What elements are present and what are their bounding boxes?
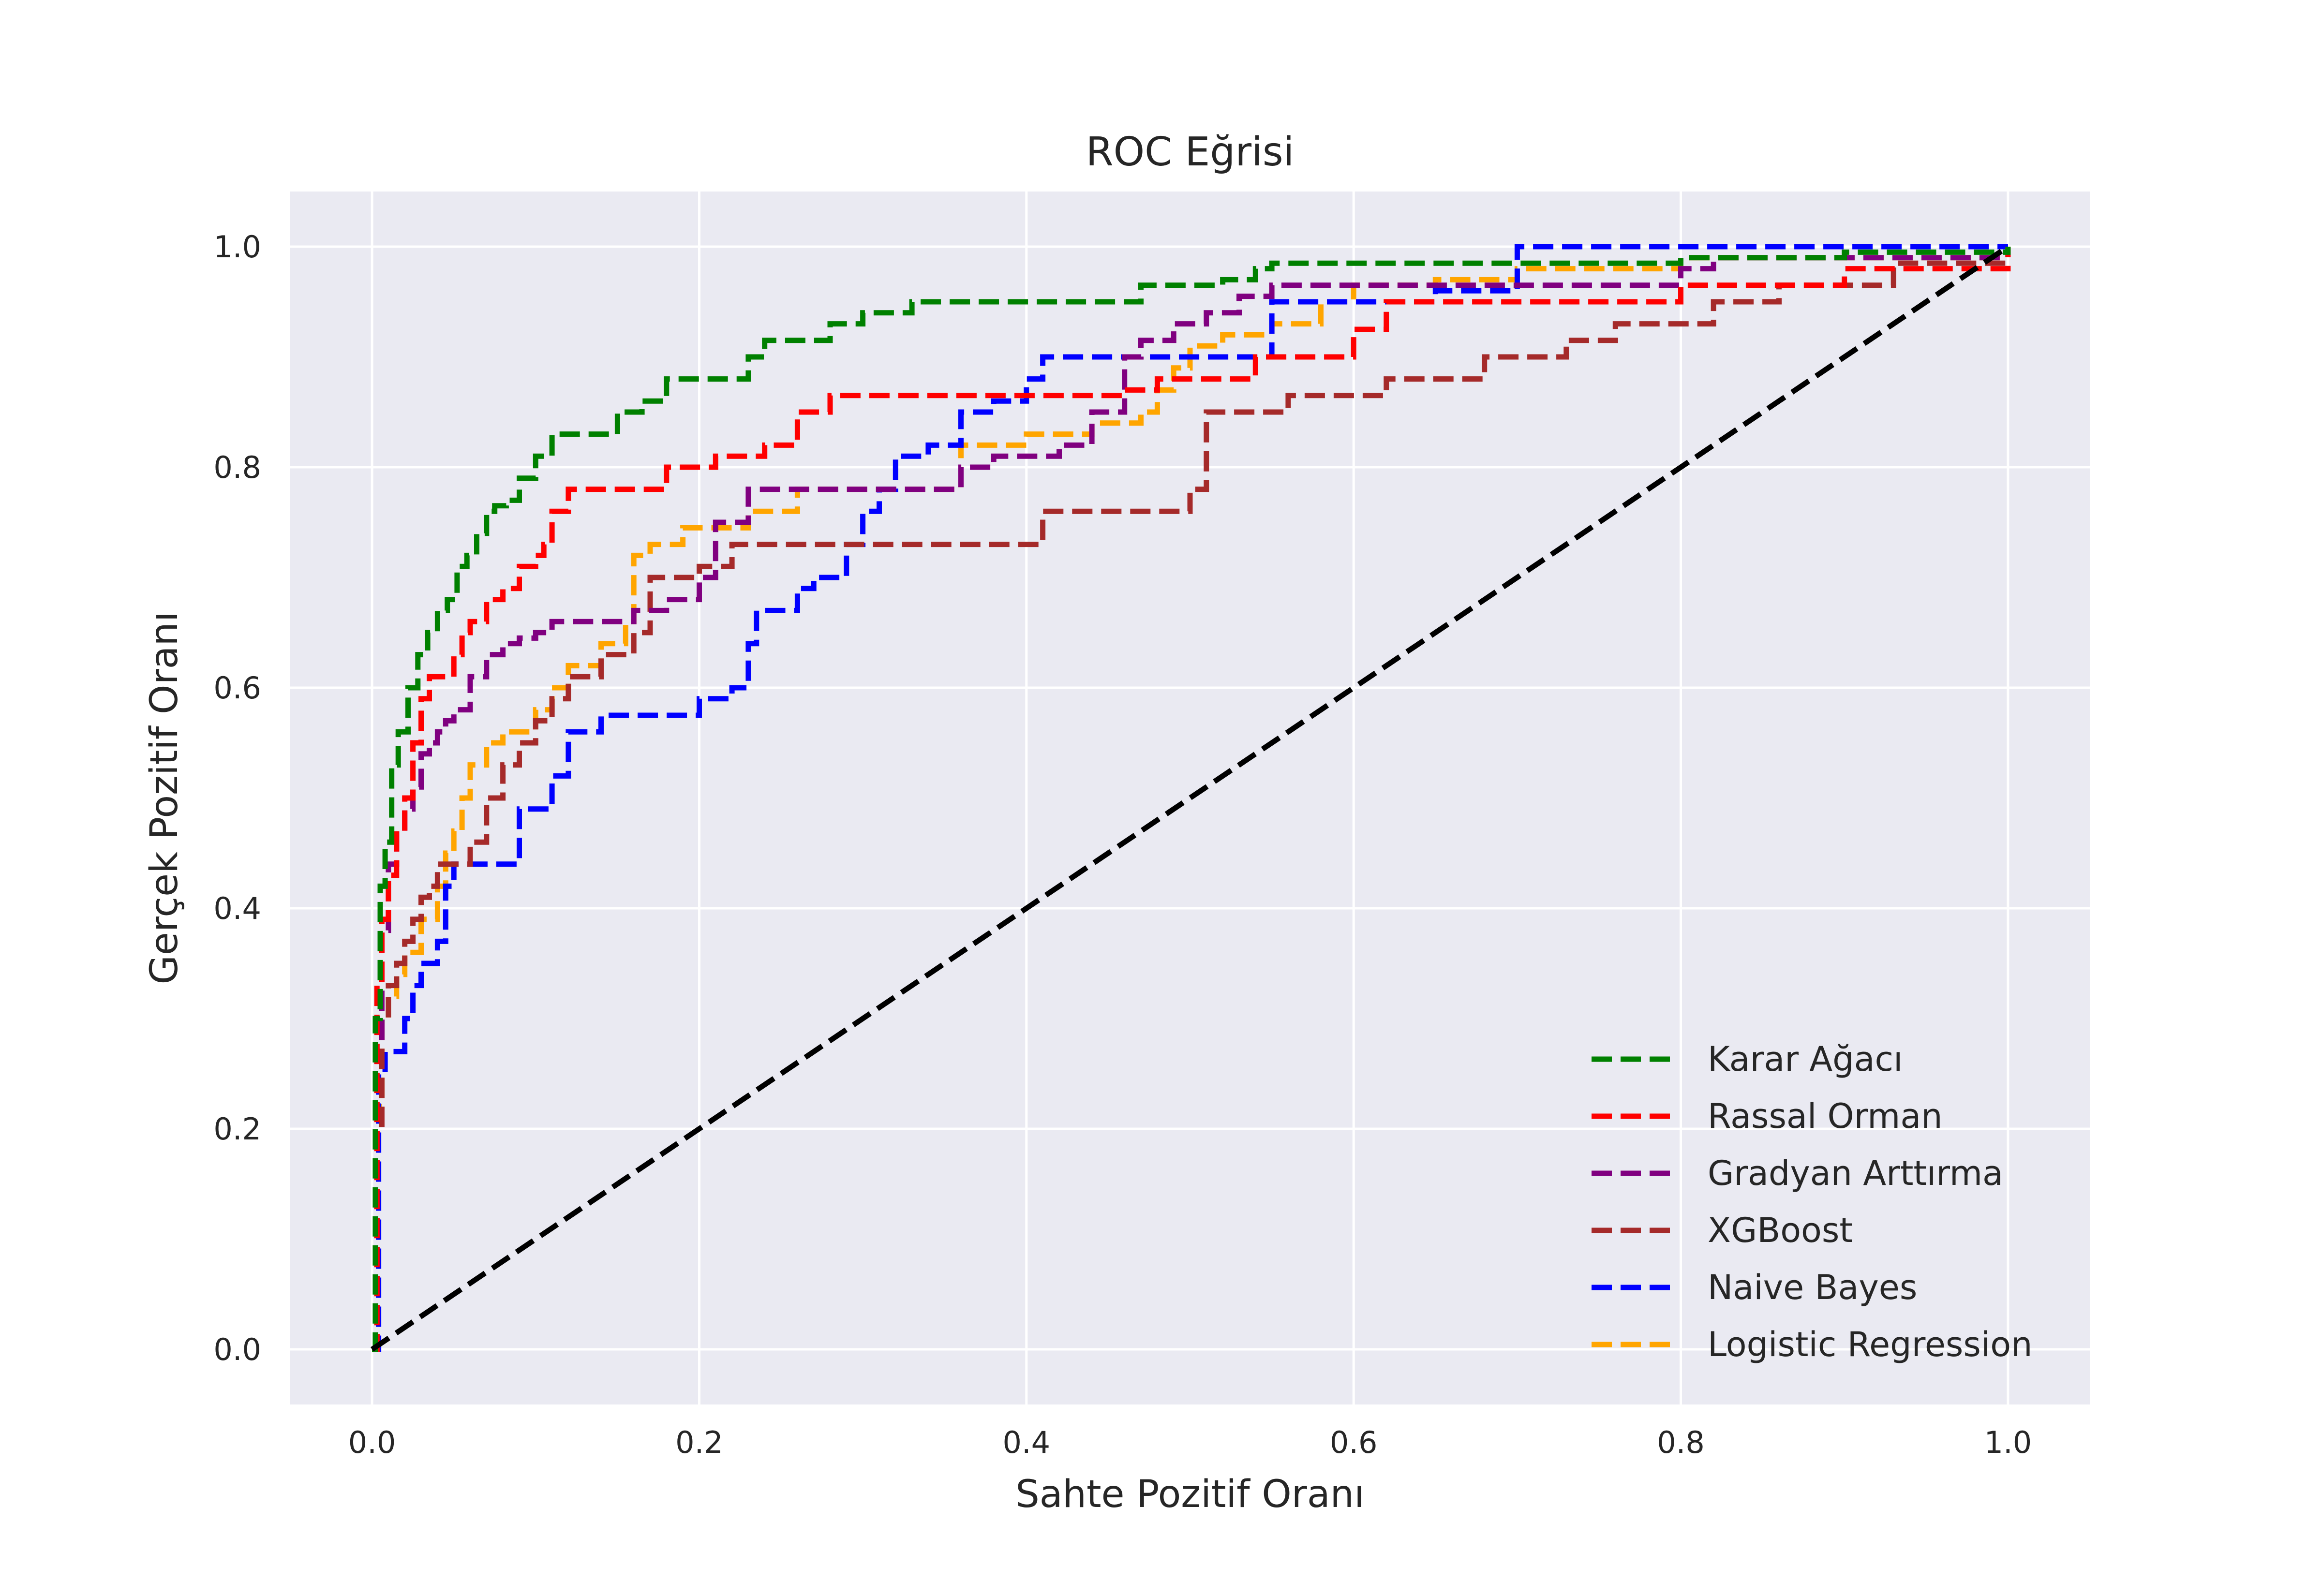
tick-labels: 0.0 0.2 0.4 0.6 0.8 1.0 0.0 0.2 0.4 0.6 0.8 1.0 <box>213 229 2032 1460</box>
legend-label-karar-agaci: Karar Ağacı <box>1708 1039 1903 1079</box>
x-tick-label: 1.0 <box>1984 1425 2032 1460</box>
x-tick-label: 0.6 <box>1330 1425 1378 1460</box>
y-tick-label: 0.8 <box>213 450 261 485</box>
series-layer <box>371 244 2011 1352</box>
legend-label-rassal-orman: Rassal Orman <box>1708 1096 1943 1136</box>
series-line-logistic-regression <box>372 247 2011 1352</box>
y-tick-label: 0.2 <box>213 1111 261 1147</box>
series-line-rassal-orman <box>372 247 2011 1352</box>
series-line-gradyan-arttirma <box>372 247 2011 1352</box>
series-line-naive-bayes <box>372 244 2008 1352</box>
legend-label-gradyan-arttirma: Gradyan Arttırma <box>1708 1153 2003 1193</box>
legend-label-naive-bayes: Naive Bayes <box>1708 1268 1917 1307</box>
x-tick-label: 0.8 <box>1657 1425 1705 1460</box>
x-tick-label: 0.0 <box>348 1425 396 1460</box>
series-line-xgboost <box>372 247 2011 1352</box>
y-tick-label: 0.6 <box>213 670 261 706</box>
x-tick-label: 0.4 <box>1003 1425 1051 1460</box>
x-tick-label: 0.2 <box>675 1425 723 1460</box>
chart-title: ROC Eğrisi <box>1086 129 1295 175</box>
legend-label-xgboost: XGBoost <box>1708 1211 1853 1250</box>
legend-label-logistic-regression: Logistic Regression <box>1708 1325 2032 1364</box>
y-tick-label: 1.0 <box>213 229 261 265</box>
diagonal-reference-line <box>371 244 2009 1352</box>
legend: Karar Ağacı Rassal Orman Gradyan Arttırma X… <box>1592 1039 2032 1364</box>
y-axis-label: Gerçek Pozitif Oranı <box>143 611 186 984</box>
y-tick-label: 0.0 <box>213 1332 261 1367</box>
y-tick-label: 0.4 <box>213 891 261 926</box>
x-axis-label: Sahte Pozitif Oranı <box>1015 1473 1365 1516</box>
series-line-karar-agaci <box>372 247 2011 1352</box>
